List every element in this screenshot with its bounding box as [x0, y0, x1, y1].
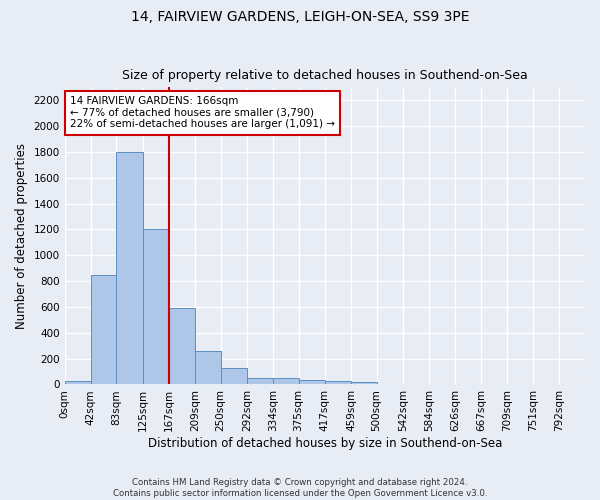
Bar [247, 378, 273, 384]
Bar [351, 382, 377, 384]
Title: Size of property relative to detached houses in Southend-on-Sea: Size of property relative to detached ho… [122, 69, 528, 82]
Text: Contains HM Land Registry data © Crown copyright and database right 2024.
Contai: Contains HM Land Registry data © Crown c… [113, 478, 487, 498]
Bar [221, 368, 247, 384]
X-axis label: Distribution of detached houses by size in Southend-on-Sea: Distribution of detached houses by size … [148, 437, 502, 450]
Text: 14 FAIRVIEW GARDENS: 166sqm
← 77% of detached houses are smaller (3,790)
22% of : 14 FAIRVIEW GARDENS: 166sqm ← 77% of det… [70, 96, 335, 130]
Bar [195, 351, 221, 384]
Bar [116, 152, 143, 384]
Bar [299, 380, 325, 384]
Bar [91, 274, 116, 384]
Bar [325, 380, 351, 384]
Text: 14, FAIRVIEW GARDENS, LEIGH-ON-SEA, SS9 3PE: 14, FAIRVIEW GARDENS, LEIGH-ON-SEA, SS9 … [131, 10, 469, 24]
Bar [65, 381, 91, 384]
Bar [143, 230, 169, 384]
Bar [273, 378, 299, 384]
Y-axis label: Number of detached properties: Number of detached properties [15, 143, 28, 329]
Bar [169, 308, 195, 384]
